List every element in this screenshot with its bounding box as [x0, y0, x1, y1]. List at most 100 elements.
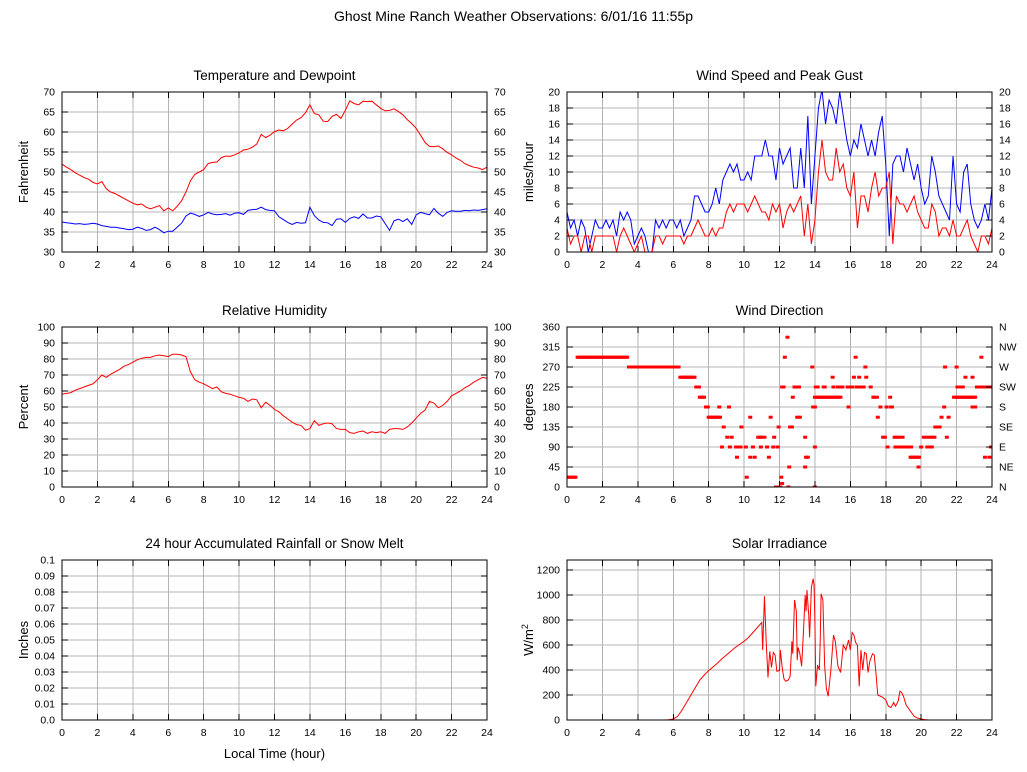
- svg-text:16: 16: [999, 119, 1011, 131]
- rainfall-title: 24 hour Accumulated Rainfall or Snow Mel…: [145, 536, 403, 551]
- wind-speed-gust-wind-speed-line: [567, 139, 992, 252]
- svg-text:E: E: [999, 442, 1006, 454]
- svg-text:2: 2: [554, 231, 560, 243]
- svg-text:800: 800: [542, 615, 560, 627]
- svg-text:8: 8: [999, 183, 1005, 195]
- svg-text:2: 2: [999, 231, 1005, 243]
- svg-text:0.1: 0.1: [40, 555, 55, 567]
- svg-text:70: 70: [43, 87, 55, 99]
- svg-text:4: 4: [130, 494, 136, 506]
- solar-irradiance-title: Solar Irradiance: [732, 536, 827, 551]
- svg-text:6: 6: [165, 727, 171, 739]
- svg-text:24: 24: [986, 727, 998, 739]
- svg-text:0.05: 0.05: [35, 635, 56, 647]
- svg-text:N: N: [999, 322, 1007, 334]
- svg-text:8: 8: [201, 727, 207, 739]
- svg-text:35: 35: [494, 227, 506, 239]
- temperature-dewpoint-temperature-line: [62, 100, 487, 212]
- svg-text:14: 14: [304, 259, 316, 271]
- svg-text:6: 6: [165, 259, 171, 271]
- svg-text:20: 20: [410, 494, 422, 506]
- svg-text:20: 20: [548, 87, 560, 99]
- svg-text:6: 6: [670, 259, 676, 271]
- svg-text:2: 2: [599, 259, 605, 271]
- svg-text:2: 2: [94, 727, 100, 739]
- svg-text:16: 16: [844, 259, 856, 271]
- svg-text:80: 80: [43, 354, 55, 366]
- relative-humidity-chart: Relative Humidity 0 2 4 6 8 10 12 14 16 18 20 22 24 0 1…: [0, 290, 513, 515]
- wind-direction-ylabel: degrees: [521, 383, 536, 430]
- svg-text:0.06: 0.06: [35, 619, 56, 631]
- svg-text:12: 12: [269, 259, 281, 271]
- wind-speed-gust-chart: Wind Speed and Peak Gust 0 2 4 6 8 10 12 14 16 18 2…: [513, 55, 1027, 280]
- wind-direction-title: Wind Direction: [736, 303, 824, 318]
- svg-text:12: 12: [774, 259, 786, 271]
- svg-text:4: 4: [635, 727, 641, 739]
- svg-text:65: 65: [43, 107, 55, 119]
- svg-text:0: 0: [564, 494, 570, 506]
- svg-text:4: 4: [554, 215, 560, 227]
- svg-text:8: 8: [706, 259, 712, 271]
- svg-text:0.07: 0.07: [35, 603, 56, 615]
- svg-text:315: 315: [542, 342, 560, 354]
- svg-text:35: 35: [43, 227, 55, 239]
- temperature-dewpoint-chart: Temperature and Dewpoint 0 2 4 6 8 10 12 14 16 18 2…: [0, 55, 513, 280]
- rainfall-ylabel: Inches: [16, 620, 31, 659]
- svg-text:22: 22: [951, 727, 963, 739]
- svg-text:45: 45: [548, 462, 560, 474]
- svg-text:14: 14: [809, 727, 821, 739]
- svg-text:8: 8: [201, 259, 207, 271]
- svg-text:18: 18: [375, 494, 387, 506]
- svg-text:W: W: [999, 362, 1009, 374]
- svg-text:6: 6: [670, 494, 676, 506]
- svg-text:0.04: 0.04: [35, 651, 56, 663]
- svg-text:180: 180: [542, 402, 560, 414]
- svg-text:6: 6: [165, 494, 171, 506]
- svg-text:2: 2: [599, 494, 605, 506]
- svg-text:4: 4: [999, 215, 1005, 227]
- svg-text:6: 6: [999, 199, 1005, 211]
- svg-text:16: 16: [339, 727, 351, 739]
- svg-text:18: 18: [548, 103, 560, 115]
- svg-text:S: S: [999, 402, 1006, 414]
- rainfall-chart: 24 hour Accumulated Rainfall or Snow Mel…: [0, 525, 513, 772]
- svg-text:20: 20: [999, 87, 1011, 99]
- page-title: Ghost Mine Ranch Weather Observations: 6…: [333, 8, 694, 24]
- svg-text:24: 24: [481, 727, 493, 739]
- svg-text:18: 18: [880, 259, 892, 271]
- svg-text:0.03: 0.03: [35, 667, 56, 679]
- svg-text:0: 0: [554, 715, 560, 727]
- svg-text:8: 8: [554, 183, 560, 195]
- svg-text:40: 40: [494, 418, 506, 430]
- svg-text:24: 24: [481, 259, 493, 271]
- svg-text:10: 10: [233, 727, 245, 739]
- svg-text:0.0: 0.0: [40, 715, 55, 727]
- svg-text:NW: NW: [999, 342, 1017, 354]
- temperature-dewpoint-ylabel: Fahrenheit: [16, 141, 31, 204]
- svg-text:55: 55: [43, 147, 55, 159]
- svg-text:18: 18: [375, 727, 387, 739]
- svg-text:16: 16: [339, 494, 351, 506]
- svg-text:18: 18: [999, 103, 1011, 115]
- svg-text:50: 50: [43, 402, 55, 414]
- svg-text:14: 14: [548, 135, 560, 147]
- svg-text:30: 30: [494, 434, 506, 446]
- svg-text:20: 20: [494, 450, 506, 462]
- svg-text:270: 270: [542, 362, 560, 374]
- solar-irradiance-ylabel: W/m2: [520, 624, 536, 656]
- wind-speed-gust-ylabel: miles/hour: [521, 141, 536, 202]
- svg-text:12: 12: [774, 494, 786, 506]
- svg-text:0: 0: [59, 259, 65, 271]
- svg-text:0: 0: [554, 247, 560, 259]
- svg-text:80: 80: [494, 354, 506, 366]
- svg-text:10: 10: [233, 494, 245, 506]
- svg-text:SE: SE: [999, 422, 1013, 434]
- svg-text:22: 22: [951, 494, 963, 506]
- svg-text:16: 16: [844, 494, 856, 506]
- svg-text:14: 14: [304, 727, 316, 739]
- svg-text:SW: SW: [999, 382, 1016, 394]
